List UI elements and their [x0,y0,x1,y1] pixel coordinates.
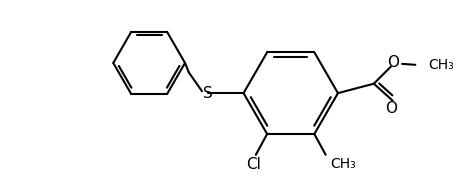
Text: O: O [387,55,399,70]
Text: CH₃: CH₃ [330,157,356,171]
Text: CH₃: CH₃ [429,58,453,72]
Text: Cl: Cl [246,157,261,172]
Text: O: O [385,101,397,116]
Text: S: S [203,86,212,101]
